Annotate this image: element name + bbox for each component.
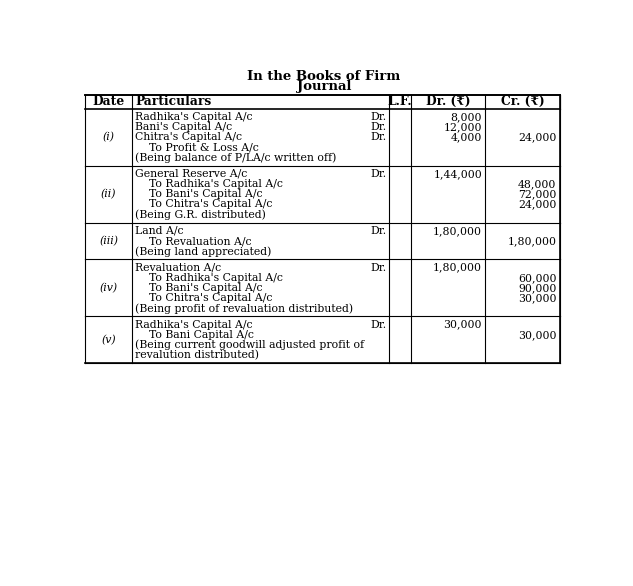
Text: (Being G.R. distributed): (Being G.R. distributed)	[135, 209, 266, 220]
Text: 60,000: 60,000	[518, 272, 556, 283]
Text: 1,44,000: 1,44,000	[434, 169, 482, 179]
Text: Revaluation A/c: Revaluation A/c	[135, 263, 221, 272]
Text: 4,000: 4,000	[451, 132, 482, 142]
Text: To Bani Capital A/c: To Bani Capital A/c	[135, 330, 254, 340]
Text: Bani's Capital A/c: Bani's Capital A/c	[135, 122, 232, 132]
Text: (i): (i)	[103, 132, 115, 142]
Text: To Bani's Capital A/c: To Bani's Capital A/c	[135, 189, 263, 199]
Text: Date: Date	[92, 96, 125, 108]
Text: 90,000: 90,000	[518, 283, 556, 293]
Text: Dr.: Dr.	[370, 263, 386, 272]
Text: Dr.: Dr.	[370, 319, 386, 329]
Text: Dr.: Dr.	[370, 122, 386, 132]
Text: To Bani's Capital A/c: To Bani's Capital A/c	[135, 283, 263, 293]
Text: (Being land appreciated): (Being land appreciated)	[135, 246, 272, 257]
Text: Journal: Journal	[297, 80, 351, 93]
Text: Chitra's Capital A/c: Chitra's Capital A/c	[135, 132, 242, 142]
Text: 1,80,000: 1,80,000	[508, 236, 556, 246]
Text: 8,000: 8,000	[451, 112, 482, 122]
Text: 24,000: 24,000	[518, 132, 556, 142]
Text: 12,000: 12,000	[444, 122, 482, 132]
Text: (Being current goodwill adjusted profit of: (Being current goodwill adjusted profit …	[135, 340, 364, 350]
Text: To Revaluation A/c: To Revaluation A/c	[135, 236, 251, 246]
Text: 24,000: 24,000	[518, 199, 556, 209]
Text: In the Books of Firm: In the Books of Firm	[248, 70, 401, 83]
Text: Dr.: Dr.	[370, 169, 386, 179]
Text: 30,000: 30,000	[518, 330, 556, 340]
Text: Dr.: Dr.	[370, 132, 386, 142]
Text: 48,000: 48,000	[518, 179, 556, 189]
Text: Radhika's Capital A/c: Radhika's Capital A/c	[135, 112, 253, 122]
Text: Dr.: Dr.	[370, 226, 386, 236]
Text: To Radhika's Capital A/c: To Radhika's Capital A/c	[135, 272, 283, 283]
Text: To Chitra's Capital A/c: To Chitra's Capital A/c	[135, 199, 272, 209]
Text: 30,000: 30,000	[518, 293, 556, 303]
Text: Particulars: Particulars	[135, 96, 211, 108]
Text: Cr. (₹): Cr. (₹)	[501, 96, 544, 108]
Text: General Reserve A/c: General Reserve A/c	[135, 169, 247, 179]
Text: (v): (v)	[101, 335, 116, 345]
Text: (Being profit of revaluation distributed): (Being profit of revaluation distributed…	[135, 303, 353, 314]
Text: (Being balance of P/LA/c written off): (Being balance of P/LA/c written off)	[135, 152, 336, 163]
Text: (iii): (iii)	[99, 236, 118, 246]
Text: (iv): (iv)	[99, 283, 118, 293]
Text: Dr. (₹): Dr. (₹)	[426, 96, 470, 108]
Text: Radhika's Capital A/c: Radhika's Capital A/c	[135, 319, 253, 329]
Text: 72,000: 72,000	[518, 189, 556, 199]
Text: (ii): (ii)	[101, 189, 116, 199]
Text: To Profit & Loss A/c: To Profit & Loss A/c	[135, 142, 259, 152]
Text: To Chitra's Capital A/c: To Chitra's Capital A/c	[135, 293, 272, 303]
Text: revalution distributed): revalution distributed)	[135, 350, 259, 360]
Text: Dr.: Dr.	[370, 112, 386, 122]
Text: 1,80,000: 1,80,000	[433, 226, 482, 236]
Text: To Radhika's Capital A/c: To Radhika's Capital A/c	[135, 179, 283, 189]
Text: Land A/c: Land A/c	[135, 226, 184, 236]
Text: L.F.: L.F.	[387, 96, 412, 108]
Text: 30,000: 30,000	[444, 319, 482, 329]
Text: 1,80,000: 1,80,000	[433, 263, 482, 272]
